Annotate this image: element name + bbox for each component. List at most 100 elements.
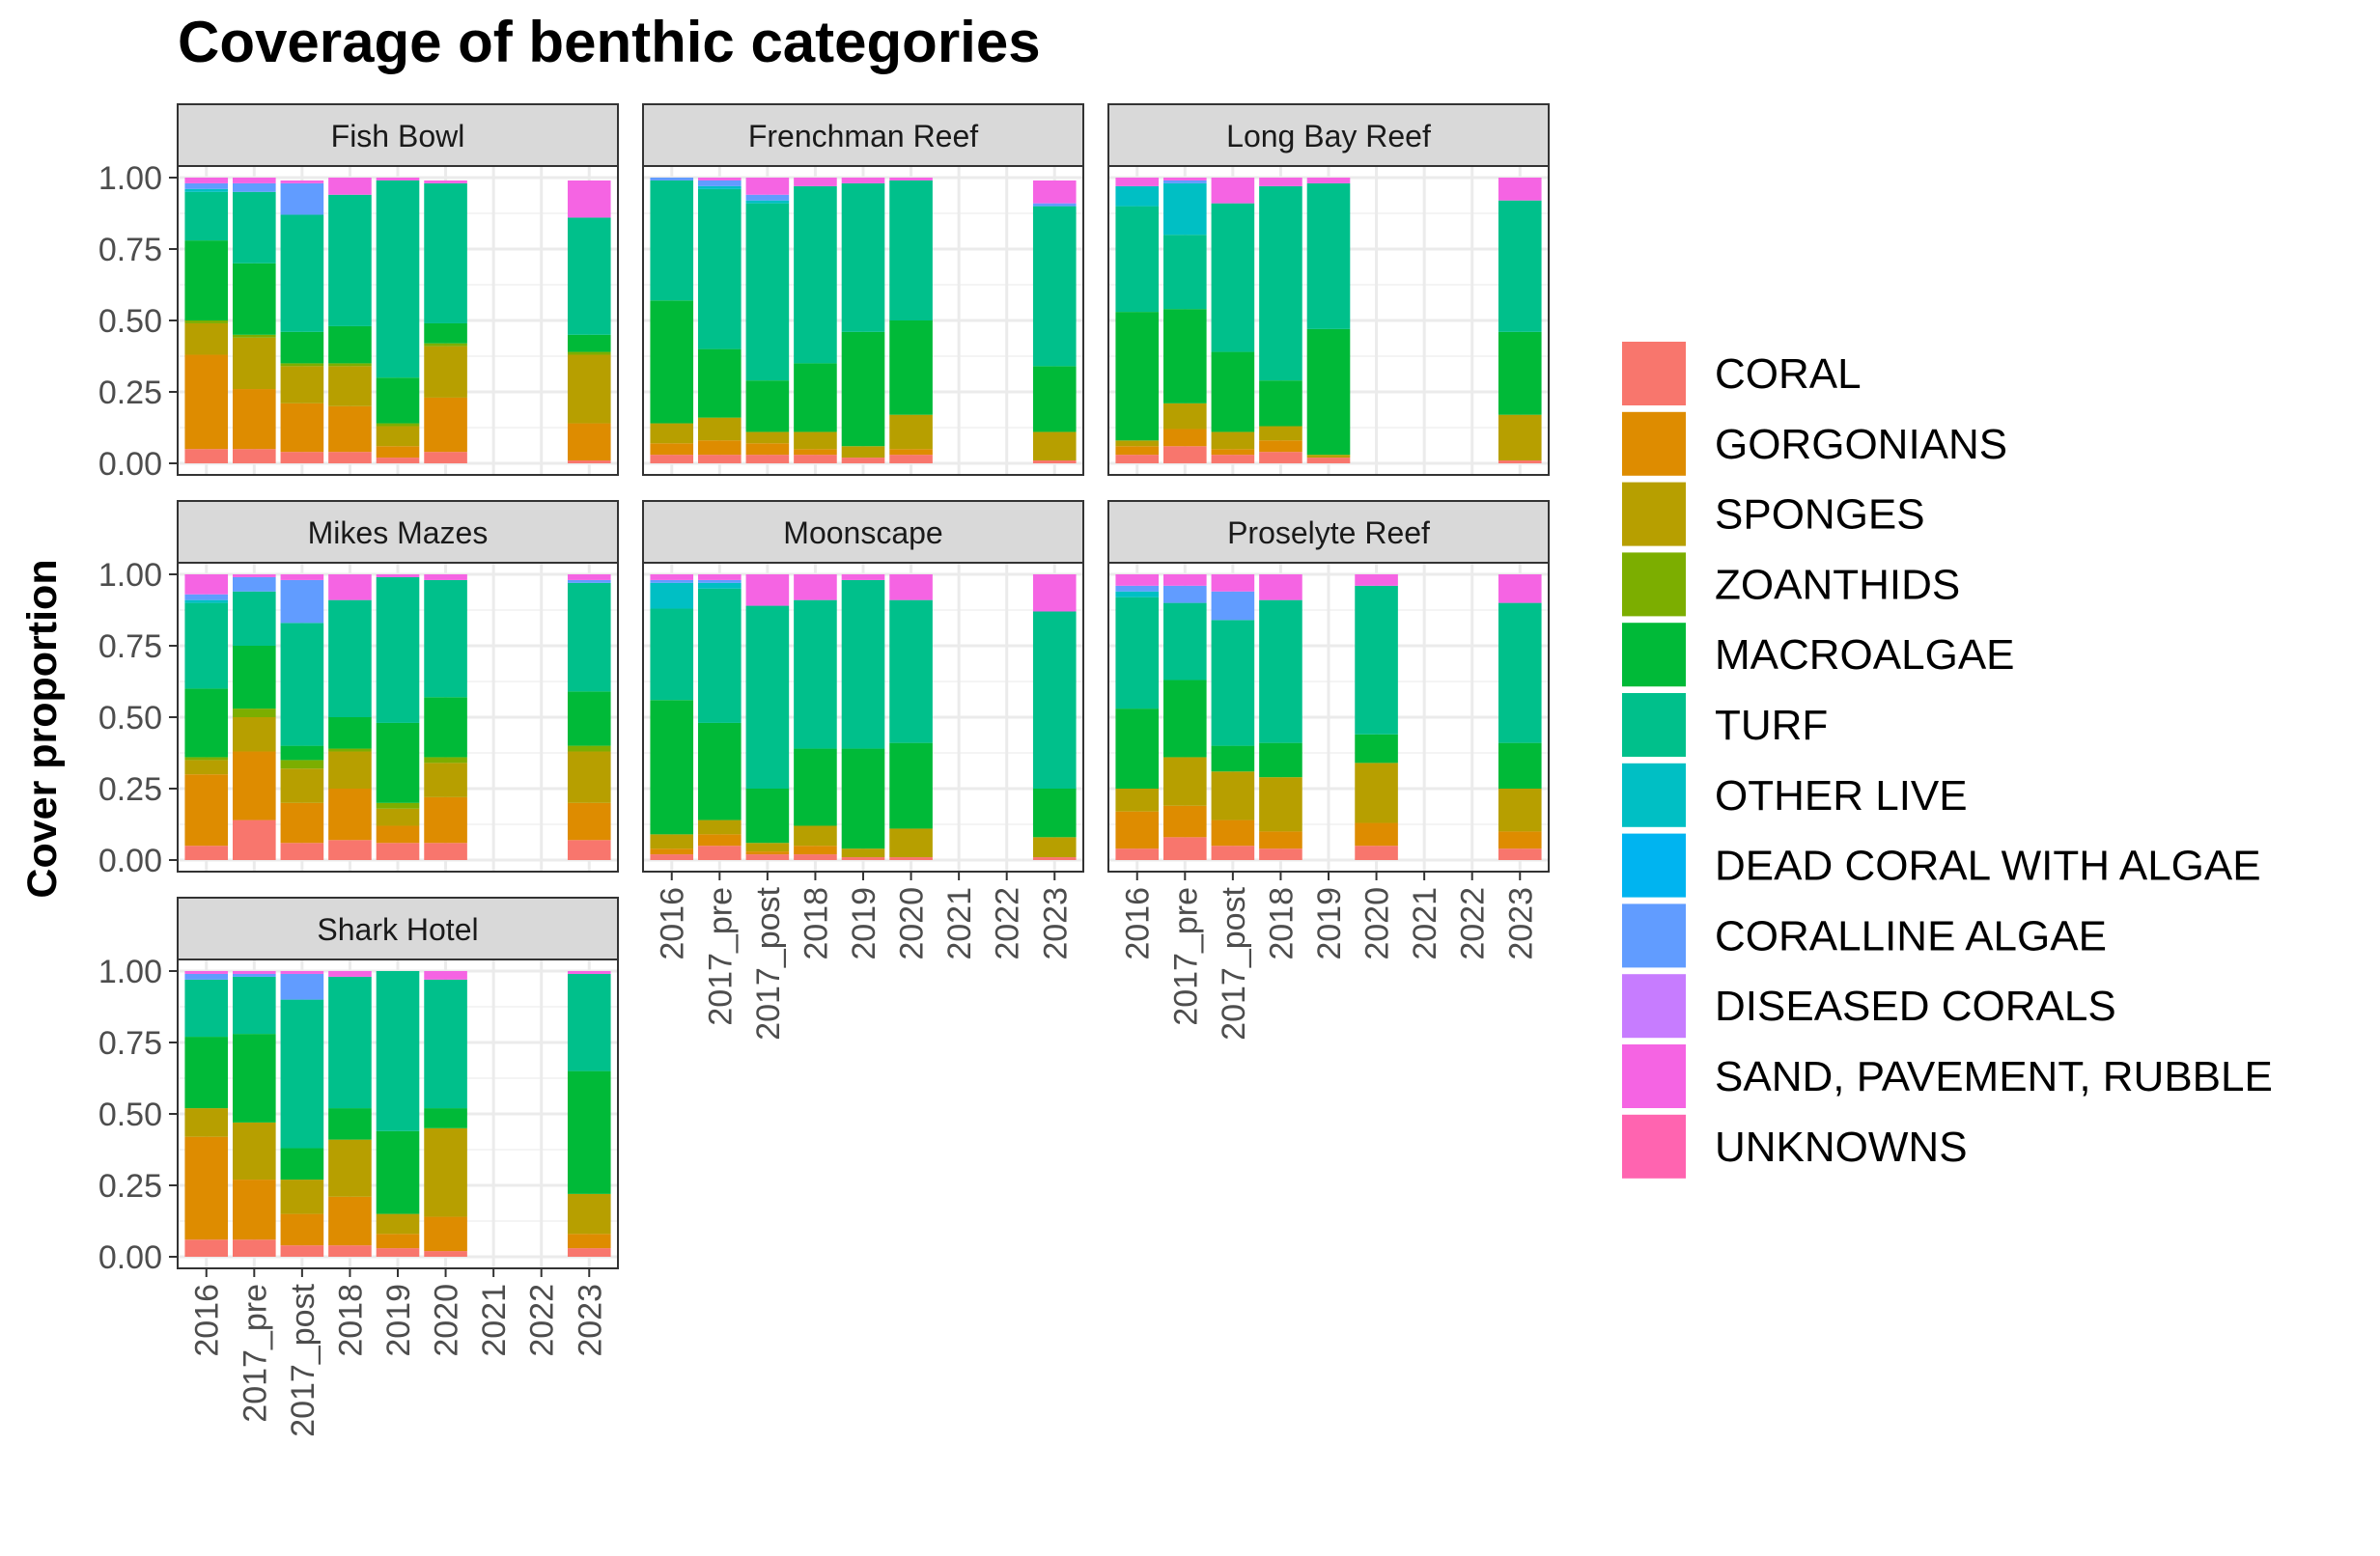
bar-segment-gorgonians-2018 bbox=[1259, 831, 1302, 849]
bar-segment-gorgonians-2017-post bbox=[280, 1213, 324, 1246]
bar-segment-gorgonians-2017-pre bbox=[698, 440, 742, 456]
bar-segment-turf-2023 bbox=[1498, 602, 1542, 743]
y-tick-label: 0.00 bbox=[98, 1239, 162, 1276]
bar-segment-coral-2017-post bbox=[280, 1245, 324, 1257]
legend-item-zoanthids: ZOANTHIDS bbox=[1622, 552, 1960, 617]
bar-segment-turf-2018 bbox=[794, 185, 837, 364]
legend-item-coral: CORAL bbox=[1622, 342, 1862, 405]
bar-segment-zoanthids-2018 bbox=[328, 748, 372, 752]
bar-segment-macroalgae-2017-post bbox=[745, 789, 790, 844]
bar-segment-coralline-algae-2017-pre bbox=[698, 579, 742, 583]
legend-label: DISEASED CORALS bbox=[1715, 983, 2116, 1030]
bar-segment-coral-2023 bbox=[567, 460, 611, 463]
bar-segment-zoanthids-2018 bbox=[328, 363, 372, 367]
bar-segment-coral-2019 bbox=[376, 458, 420, 463]
x-tick-label: 2021 bbox=[476, 1284, 513, 1357]
bar-segment-zoanthids-2020 bbox=[424, 343, 467, 347]
bar-segment-macroalgae-2017-post bbox=[280, 745, 324, 761]
bar-segment-gorgonians-2017-post bbox=[280, 403, 324, 453]
x-tick-label: 2023 bbox=[1037, 887, 1074, 960]
bar-segment-turf-2018 bbox=[1259, 185, 1302, 381]
bar-segment-sponges-2017-post bbox=[745, 843, 790, 852]
facet-fish-bowl: Fish Bowl 0.00 0.25 0.50 0.75 1.00 bbox=[98, 103, 619, 483]
bar-segment-turf-2016 bbox=[184, 602, 229, 689]
bar-segment-coralline-algae-2023 bbox=[567, 579, 611, 583]
bar-segment-macroalgae-2017-pre bbox=[233, 646, 276, 709]
bar-segment-coral-2018 bbox=[1259, 848, 1302, 860]
x-tick-label: 2016 bbox=[655, 887, 691, 960]
bar-segment-coral-2017-pre bbox=[233, 1239, 276, 1257]
legend-key bbox=[1622, 693, 1686, 757]
bar-segment-coralline-algae-2017-post bbox=[1211, 591, 1255, 621]
bar-segment-coral-2017-post bbox=[745, 854, 790, 860]
bar-segment-macroalgae-2016 bbox=[650, 300, 694, 424]
bar-segment-coral-2017-post bbox=[280, 452, 324, 463]
bar-segment-macroalgae-2023 bbox=[1032, 789, 1077, 838]
bar-segment-zoanthids-2019 bbox=[376, 423, 420, 427]
bar-segment-sponges-2017-pre bbox=[233, 717, 276, 752]
bar-segment-turf-2023 bbox=[1498, 200, 1542, 332]
y-tick-label: 1.00 bbox=[98, 954, 162, 990]
bar-segment-gorgonians-2018 bbox=[794, 449, 837, 456]
bar-segment-gorgonians-2017-post bbox=[1211, 449, 1255, 456]
bar-segment-gorgonians-2017-post bbox=[280, 802, 324, 844]
bar-segment-other-live-2016 bbox=[184, 188, 229, 192]
bar-segment-gorgonians-2020 bbox=[424, 796, 467, 844]
bar-segment-coralline-algae-2016 bbox=[650, 579, 694, 583]
bar-segment-macroalgae-2019 bbox=[1306, 328, 1351, 456]
bar-segment-macroalgae-2019 bbox=[841, 748, 885, 849]
bar-segment-sponges-2018 bbox=[328, 1139, 372, 1197]
bar-segment-sponges-2016 bbox=[184, 322, 229, 355]
bar-segment-gorgonians-2017-pre bbox=[233, 389, 276, 450]
x-tick-label: 2017_pre bbox=[1167, 887, 1204, 1026]
y-tick-label: 0.25 bbox=[98, 1168, 162, 1205]
bar-segment-gorgonians-2017-pre bbox=[1163, 429, 1207, 447]
bar-segment-coral-2018 bbox=[328, 452, 372, 463]
legend-key bbox=[1622, 763, 1686, 827]
bar-segment-sponges-2020 bbox=[889, 828, 933, 858]
facet-title: Moonscape bbox=[783, 515, 942, 550]
y-tick-label: 1.00 bbox=[98, 557, 162, 594]
bar-segment-sand-pavement-rubble-2017-pre bbox=[698, 574, 742, 580]
bar-segment-sponges-2017-pre bbox=[1163, 403, 1207, 430]
bar-segment-sponges-2019 bbox=[1306, 455, 1351, 458]
bar-segment-sand-pavement-rubble-2017-post bbox=[280, 574, 324, 580]
bar-segment-gorgonians-2020 bbox=[889, 449, 933, 456]
x-tick-label: 2022 bbox=[1455, 887, 1492, 960]
x-tick-label: 2017_post bbox=[1216, 886, 1252, 1040]
bar-segment-macroalgae-2017-post bbox=[745, 380, 790, 432]
bar-segment-macroalgae-2019 bbox=[376, 722, 420, 803]
legend-item-other-live: OTHER LIVE bbox=[1622, 763, 1968, 827]
bar-segment-turf-2017-post bbox=[1211, 620, 1255, 746]
legend-label: TURF bbox=[1715, 702, 1828, 749]
bar-segment-turf-2023 bbox=[567, 582, 611, 692]
bar-segment-coral-2017-post bbox=[1211, 455, 1255, 463]
y-tick-label: 0.25 bbox=[98, 771, 162, 808]
legend-item-macroalgae: MACROALGAE bbox=[1622, 623, 2015, 687]
bar-segment-sponges-2016 bbox=[184, 760, 229, 775]
bar-segment-macroalgae-2018 bbox=[1259, 380, 1302, 427]
bar-segment-coral-2023 bbox=[1032, 857, 1077, 860]
bar-segment-gorgonians-2016 bbox=[1115, 446, 1160, 456]
bar-segment-coral-2017-post bbox=[280, 843, 324, 860]
y-tick-label: 0.50 bbox=[98, 700, 162, 736]
facet-mikes-mazes: Mikes Mazes 0.00 0.25 0.50 0.75 1.00 bbox=[98, 500, 619, 879]
bar-segment-sponges-2017-post bbox=[1211, 431, 1255, 450]
legend-key bbox=[1622, 903, 1686, 968]
bar-segment-sponges-2016 bbox=[184, 1108, 229, 1137]
bar-segment-sand-pavement-rubble-2018 bbox=[328, 574, 372, 600]
bar-segment-gorgonians-2017-pre bbox=[698, 834, 742, 847]
legend-label: SPONGES bbox=[1715, 491, 1925, 539]
y-tick-label: 0.75 bbox=[98, 1025, 162, 1062]
bar-segment-zoanthids-2017-post bbox=[280, 760, 324, 769]
bar-segment-sponges-2023 bbox=[1498, 414, 1542, 461]
y-tick-label: 0.75 bbox=[98, 628, 162, 665]
facet-proselyte-reef: Proselyte Reef 2016 2017_pre 2017_post 2018 2… bbox=[1107, 500, 1550, 1041]
bar-segment-other-live-2017-pre bbox=[698, 185, 742, 189]
bar-segment-coral-2016 bbox=[1115, 848, 1160, 860]
bar-segment-gorgonians-2016 bbox=[650, 443, 694, 456]
legend-item-unknowns: UNKNOWNS bbox=[1622, 1114, 1968, 1179]
bar-segment-sand-pavement-rubble-2020 bbox=[889, 574, 933, 600]
x-tick-label: 2022 bbox=[524, 1284, 561, 1357]
bar-segment-turf-2023 bbox=[567, 217, 611, 335]
